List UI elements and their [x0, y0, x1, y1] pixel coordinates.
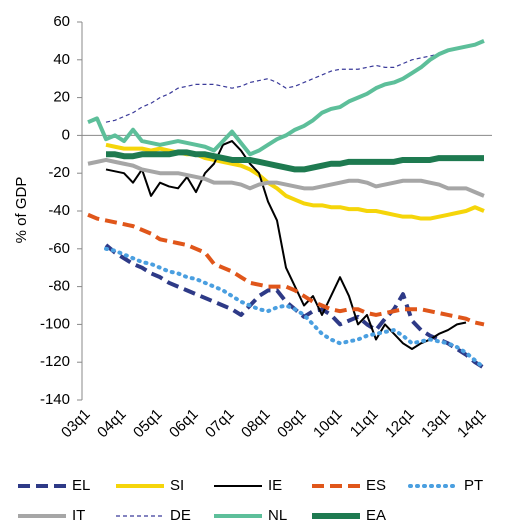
- x-tick-label: 09q1: [274, 406, 310, 442]
- x-tick-label: 12q1: [382, 406, 418, 442]
- series-line: [87, 157, 485, 198]
- y-axis-label: % of GDP: [13, 177, 30, 244]
- x-tick-label: 05q1: [130, 406, 166, 442]
- y-tick-label: 40: [53, 51, 70, 68]
- y-tick-label: 60: [53, 13, 70, 30]
- legend-label: SI: [170, 477, 184, 494]
- legend-label: EL: [72, 477, 90, 494]
- x-tick-label: 03q1: [58, 406, 94, 442]
- y-tick-label: -20: [48, 164, 70, 181]
- x-tick-label: 06q1: [166, 406, 202, 442]
- series-line: [104, 243, 486, 370]
- legend-label: IE: [268, 477, 282, 494]
- x-tick-label: 13q1: [418, 406, 454, 442]
- x-tick-label: 14q1: [454, 406, 490, 442]
- series-line: [105, 140, 467, 350]
- legend-label: NL: [268, 507, 287, 524]
- series-line: [106, 149, 484, 173]
- y-tick-label: -120: [40, 353, 70, 370]
- x-tick-label: 04q1: [94, 406, 130, 442]
- y-tick-label: -60: [48, 240, 70, 257]
- y-tick-label: -80: [48, 278, 70, 295]
- series-line: [105, 142, 485, 221]
- series-line: [104, 246, 486, 370]
- series-line: [105, 40, 485, 123]
- legend-label: IT: [72, 507, 85, 524]
- legend-label: ES: [366, 477, 386, 494]
- x-tick-label: 08q1: [238, 406, 274, 442]
- legend-label: EA: [366, 507, 386, 524]
- series-line: [87, 39, 485, 157]
- y-tick-label: -140: [40, 391, 70, 408]
- y-tick-label: 20: [53, 89, 70, 106]
- x-tick-label: 11q1: [347, 406, 382, 441]
- y-tick-label: -40: [48, 202, 70, 219]
- y-tick-label: -100: [40, 315, 70, 332]
- x-tick-label: 10q1: [310, 406, 346, 442]
- x-tick-label: 07q1: [202, 406, 238, 442]
- legend-label: DE: [170, 507, 191, 524]
- legend-label: PT: [464, 477, 483, 494]
- y-tick-label: 0: [62, 126, 70, 143]
